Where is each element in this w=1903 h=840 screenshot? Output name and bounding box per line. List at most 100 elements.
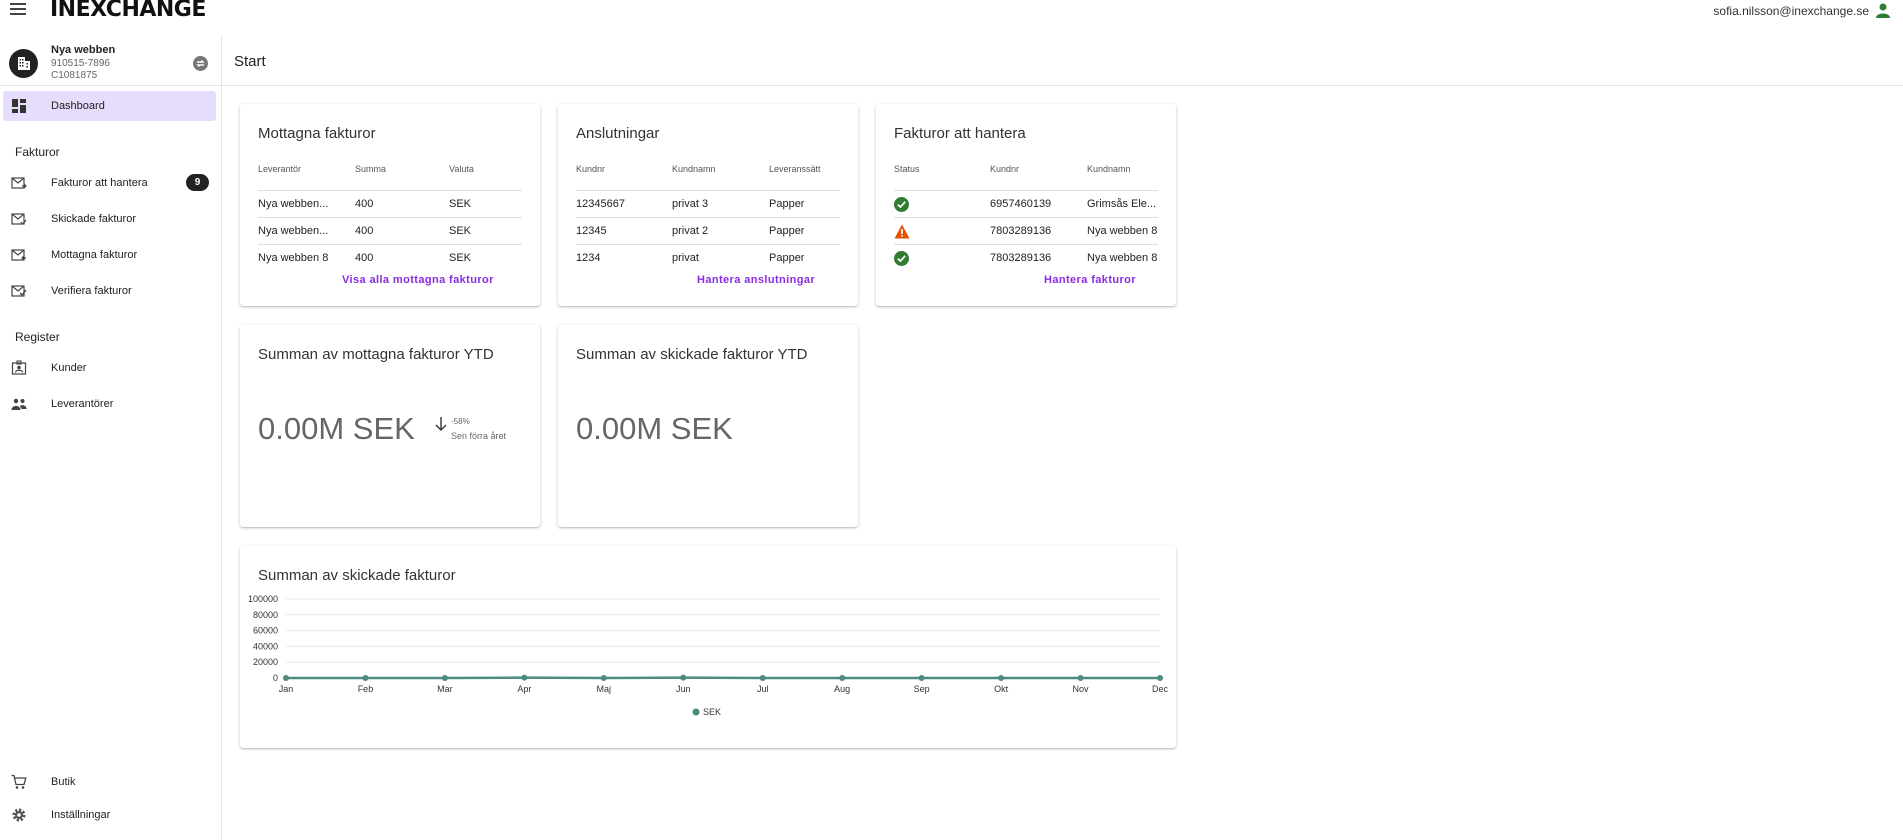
sidebar-item-installningar[interactable]: Inställningar <box>3 800 216 830</box>
sidebar-item-label: Verifiera fakturor <box>51 285 132 297</box>
delivery-method-cell: Papper <box>769 198 805 210</box>
customer-name-cell: Nya webben 8 <box>1087 252 1158 264</box>
x-tick-label: Feb <box>358 684 374 694</box>
data-point <box>362 675 369 681</box>
section-header-fakturor: Fakturor <box>15 145 60 159</box>
card-title: Anslutningar <box>576 125 660 142</box>
customer-number-cell: 1234 <box>576 252 601 264</box>
user-email[interactable]: sofia.nilsson@inexchange.se <box>1713 4 1869 18</box>
sidebar-item-label: Inställningar <box>51 809 111 821</box>
card-title: Summan av skickade fakturor <box>258 567 456 584</box>
gear-icon <box>12 808 26 822</box>
sidebar-item-label: Skickade fakturor <box>51 213 136 225</box>
amount-cell: 400 <box>355 225 374 237</box>
building-icon <box>9 49 38 78</box>
mail-inbox-icon <box>11 177 27 189</box>
page-title: Start <box>234 53 266 70</box>
customer-name-cell: privat 3 <box>672 198 709 210</box>
sidebar-item-butik[interactable]: Butik <box>3 767 216 797</box>
sidebar-item-skickade-fakturor[interactable]: Skickade fakturor <box>3 204 216 234</box>
sidebar-item-label: Fakturor att hantera <box>51 177 148 189</box>
org-customer-id: C1081875 <box>51 70 98 81</box>
change-label: Sen förra året <box>451 431 507 441</box>
supplier-cell: Nya webben... <box>258 198 329 210</box>
customer-name-cell: privat <box>672 252 699 264</box>
dashboard-icon <box>12 99 26 113</box>
mail-verify-icon <box>11 285 27 297</box>
sidebar-item-mottagna-fakturor[interactable]: Mottagna fakturor <box>3 240 216 270</box>
section-header-register: Register <box>15 330 60 344</box>
y-tick-label: 20000 <box>253 657 278 667</box>
column-header: Kundnr <box>990 164 1020 174</box>
sidebar-item-label: Butik <box>51 776 76 788</box>
data-point <box>918 675 925 681</box>
customer-number-cell: 6957460139 <box>990 198 1052 210</box>
customer-name-cell: Nya webben 8 <box>1087 225 1158 237</box>
x-tick-label: Okt <box>994 684 1009 694</box>
data-point <box>680 674 687 681</box>
show-all-received-link[interactable]: Visa alla mottagna fakturor <box>342 274 494 286</box>
sum-value: 0.00M SEK <box>576 411 733 446</box>
data-point <box>839 675 846 681</box>
delivery-method-cell: Papper <box>769 225 805 237</box>
table-row[interactable]: 7803289136 Nya webben 8 <box>894 217 1158 244</box>
user-icon[interactable] <box>1875 2 1891 18</box>
mail-sent-icon <box>11 213 27 225</box>
x-tick-label: Sep <box>914 684 930 694</box>
sidebar-item-leverantorer[interactable]: Leverantörer <box>3 389 216 419</box>
x-tick-label: Jul <box>757 684 769 694</box>
currency-cell: SEK <box>449 225 472 237</box>
data-point <box>759 675 766 681</box>
manage-invoices-link[interactable]: Hantera fakturor <box>1044 274 1136 286</box>
card-sum-received-ytd: Summan av mottagna fakturor YTD 0.00M SE… <box>240 325 540 527</box>
sum-value: 0.00M SEK <box>258 411 415 446</box>
logo: INEXCHANGE <box>50 0 206 22</box>
x-tick-label: Jun <box>676 684 691 694</box>
table-row[interactable]: 12345 privat 2 Papper <box>576 217 840 244</box>
card-received-invoices: Mottagna fakturor Leverantör Summa Valut… <box>240 104 540 306</box>
x-tick-label: Maj <box>597 684 612 694</box>
shopping-cart-icon <box>11 774 27 789</box>
y-tick-label: 80000 <box>253 610 278 620</box>
manage-connections-link[interactable]: Hantera anslutningar <box>697 274 816 286</box>
sidebar-item-verifiera-fakturor[interactable]: Verifiera fakturor <box>3 276 216 306</box>
menu-icon[interactable] <box>10 3 26 17</box>
contact-card-icon <box>11 360 27 375</box>
table-row[interactable]: 12345667 privat 3 Papper <box>576 190 840 217</box>
table-row[interactable]: Nya webben 8 400 SEK <box>258 244 522 271</box>
customer-number-cell: 12345667 <box>576 198 625 210</box>
table-row[interactable]: 7803289136 Nya webben 8 <box>894 244 1158 271</box>
card-title: Mottagna fakturor <box>258 125 376 142</box>
customer-number-cell: 12345 <box>576 225 607 237</box>
column-header: Kundnr <box>576 164 606 174</box>
card-invoices-to-handle: Fakturor att hantera Status Kundnr Kundn… <box>876 104 1176 306</box>
card-title: Summan av skickade fakturor YTD <box>576 346 808 363</box>
supplier-cell: Nya webben... <box>258 225 329 237</box>
arrow-down-icon <box>435 417 447 431</box>
column-header: Valuta <box>449 164 474 174</box>
sidebar: Nya webben 910515-7896 C1081875 Dashboar… <box>0 36 222 840</box>
y-tick-label: 60000 <box>253 626 278 636</box>
column-header: Kundnamn <box>672 164 716 174</box>
table-row[interactable]: Nya webben... 400 SEK <box>258 190 522 217</box>
currency-cell: SEK <box>449 252 472 264</box>
table-row[interactable]: 6957460139 Grimsås Ele... <box>894 190 1158 217</box>
table-row[interactable]: Nya webben... 400 SEK <box>258 217 522 244</box>
column-header: Leverantör <box>258 164 302 174</box>
switch-org-icon[interactable] <box>193 56 208 71</box>
mail-received-icon <box>11 249 26 261</box>
sidebar-item-dashboard[interactable]: Dashboard <box>3 91 216 121</box>
column-header: Summa <box>355 164 387 174</box>
organization-panel: Nya webben 910515-7896 C1081875 <box>0 36 222 86</box>
data-point <box>1077 675 1084 681</box>
line-chart: 0 20000 40000 60000 80000 100000 Jan Feb Mar Apr M… <box>248 594 1169 717</box>
sidebar-item-fakturor-att-hantera[interactable]: Fakturor att hantera 9 <box>3 168 216 198</box>
sidebar-item-kunder[interactable]: Kunder <box>3 353 216 383</box>
sidebar-item-label: Kunder <box>51 362 87 374</box>
card-title: Summan av mottagna fakturor YTD <box>258 346 494 363</box>
sidebar-item-label: Mottagna fakturor <box>51 249 138 261</box>
y-tick-label: 100000 <box>248 594 278 604</box>
customer-name-cell: privat 2 <box>672 225 709 237</box>
table-row[interactable]: 1234 privat Papper <box>576 244 840 271</box>
customer-name-cell: Grimsås Ele... <box>1087 198 1157 210</box>
